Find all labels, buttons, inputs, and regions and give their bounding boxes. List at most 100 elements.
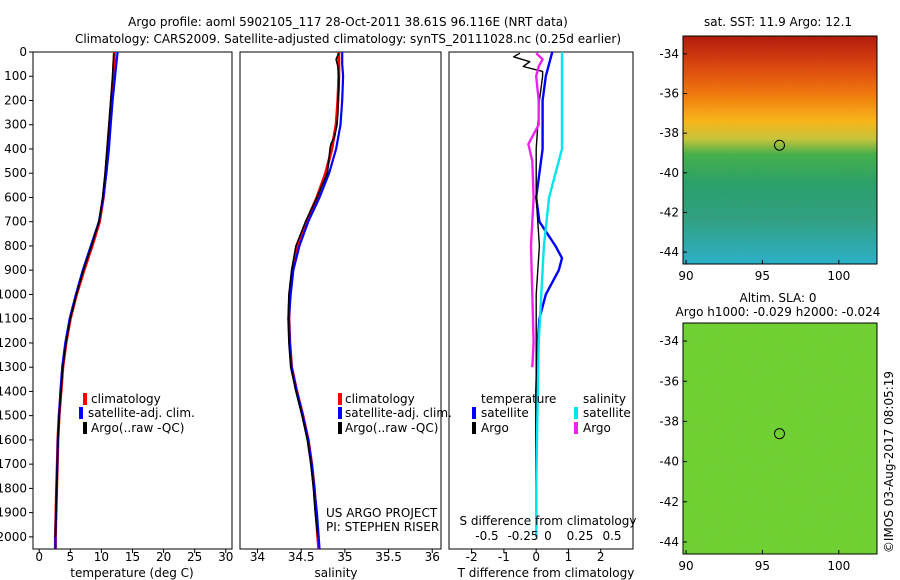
sst-map-panel: sat. SST: 11.9 Argo: 12.1 90 95 100 -34 -36 -… [659,15,878,283]
map-lat-tick-label: -36 [659,86,679,100]
map-lon-tick-label: 95 [755,559,770,573]
depth-tick-label: 700 [4,215,27,229]
difference-top-tick-label: 0.25 [567,529,594,543]
header-title: Argo profile: aoml 5902105_117 28-Oct-20… [128,15,568,29]
depth-tick-label: 800 [4,239,27,253]
salinity-panel: 34 34.5 35 35.5 36 salinity climatology sate… [239,51,452,580]
sla-map-panel: Altim. SLA: 0 Argo h1000: -0.029 h2000: … [659,291,880,573]
argo-position-marker [773,428,785,440]
depth-tick-label: 1000 [0,287,27,301]
map-lat-tick-label: -44 [659,245,679,259]
depth-tick-label: 1900 [0,506,27,520]
sla-map-axes: 90 95 100 -34 -36 -38 -40 -42 -44 [659,334,850,573]
depth-tick-label: 1100 [0,312,27,326]
temperature-x-tick-label: 20 [156,550,171,564]
series-line-salinity-satellite [535,52,564,537]
salinity-x-tick-label: 34 [250,550,265,564]
temperature-x-tick-label: 0 [35,550,43,564]
series-line-argo-raw-qc [287,52,340,537]
legend-swatch-argo [338,422,342,434]
legend-label-temp-satellite: satellite [481,406,529,420]
legend-swatch-climatology [338,393,342,405]
map-lat-tick-label: -36 [659,374,679,388]
legend-label-argo: Argo(..raw -QC) [345,421,438,435]
temperature-x-tick-label: 25 [187,550,202,564]
series-line-temperature-argo [512,52,544,537]
depth-tick-label: 900 [4,263,27,277]
depth-tick-label: 1800 [0,481,27,495]
salinity-x-tick-label: 34.5 [288,550,315,564]
temperature-legend: climatology satellite-adj. clim. Argo(..… [79,392,195,435]
sst-map-title: sat. SST: 11.9 Argo: 12.1 [704,15,852,29]
legend-label-satellite: satellite-adj. clim. [88,406,195,420]
legend-header-temperature: temperature [481,392,556,406]
argo-position-marker [773,139,785,151]
series-line-salinity-argo [527,52,544,368]
header-subtitle: Climatology: CARS2009. Satellite-adjuste… [75,32,621,46]
depth-tick-label: 600 [4,190,27,204]
difference-x-tick-label: -1 [498,550,510,564]
salinity-axes-box [239,51,442,550]
temperature-x-tick-label: 5 [66,550,74,564]
temperature-panel: 0100200300400500600700800900100011001200… [0,45,233,580]
difference-x-tick-label: 0 [532,550,540,564]
map-lat-tick-label: -34 [659,334,679,348]
temperature-x-tick-label: 30 [218,550,233,564]
legend-swatch-sal-argo [574,422,578,434]
sla-map-frame [682,322,878,555]
difference-top-tick-label: -0.5 [475,529,498,543]
map-lon-tick-label: 90 [678,269,693,283]
map-lat-tick-label: -38 [659,126,679,140]
salinity-x-axis: 34 34.5 35 35.5 36 [250,549,440,564]
legend-label-argo: Argo(..raw -QC) [91,421,184,435]
difference-x-axis: -2 -1 0 1 2 [466,549,605,564]
pi-name: PI: STEPHEN RISER [326,520,439,534]
difference-top-ticks: -0.5 -0.25 0 0.25 0.5 [475,529,621,543]
salinity-x-label: salinity [314,566,357,580]
salinity-legend: climatology satellite-adj. clim. Argo(..… [338,392,452,435]
sst-map-axes: 90 95 100 -34 -36 -38 -40 -42 -44 [659,47,850,283]
difference-x-label: T difference from climatology [457,566,635,580]
map-lon-tick-label: 100 [827,559,850,573]
map-lat-tick-label: -40 [659,166,679,180]
difference-legend: temperature salinity satellite Argo sate… [472,392,631,435]
difference-x-tick-label: -2 [466,550,478,564]
sst-map-frame [682,35,878,265]
legend-swatch-satellite [79,407,83,419]
difference-panel: -2 -1 0 1 2 S difference from climatology -0… [448,51,636,580]
map-lon-tick-label: 95 [755,269,770,283]
depth-tick-label: 300 [4,118,27,132]
depth-tick-label: 1600 [0,433,27,447]
depth-tick-label: 1400 [0,384,27,398]
depth-tick-label: 0 [19,45,27,59]
salinity-series [287,52,345,549]
temperature-x-tick-label: 15 [125,550,140,564]
map-lat-tick-label: -34 [659,47,679,61]
difference-axes-box [448,51,634,550]
project-name: US ARGO PROJECT [326,506,438,520]
series-line-climatology [53,52,116,549]
series-line-temperature-satellite [535,52,564,537]
difference-x-tick-label: 1 [565,550,573,564]
depth-tick-label: 500 [4,166,27,180]
temperature-x-axis: 0 5 10 15 20 25 30 [35,549,233,564]
temperature-series [53,52,119,549]
depth-tick-label: 1700 [0,457,27,471]
depth-axis: 0 100 200 300 400 500 600 700 800 900 1000 1100 1200… [0,45,33,544]
salinity-x-tick-label: 36 [425,550,440,564]
legend-header-salinity: salinity [583,392,626,406]
series-line-argo-raw-qc [54,53,115,537]
depth-tick-label: 1300 [0,360,27,374]
map-lat-tick-label: -40 [659,455,679,469]
legend-swatch-climatology [83,393,87,405]
temperature-x-label: temperature (deg C) [70,566,193,580]
depth-tick-label: 1500 [0,409,27,423]
legend-label-climatology: climatology [345,392,415,406]
salinity-x-tick-label: 35.5 [375,550,402,564]
map-lat-tick-label: -42 [659,495,679,509]
legend-label-climatology: climatology [91,392,161,406]
map-lat-tick-label: -38 [659,414,679,428]
legend-label-temp-argo: Argo [481,421,509,435]
map-lon-tick-label: 90 [678,559,693,573]
